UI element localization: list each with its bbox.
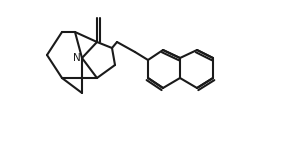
Text: N: N — [73, 53, 81, 63]
